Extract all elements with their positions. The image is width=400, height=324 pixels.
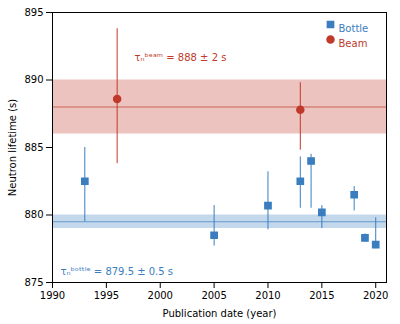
svg-text:890: 890 — [24, 74, 43, 85]
svg-text:875: 875 — [24, 277, 43, 288]
svg-text:1990: 1990 — [40, 290, 65, 301]
svg-text:2020: 2020 — [363, 290, 388, 301]
svg-text:τₙᵇᵉᵃᵐ = 888 ± 2 s: τₙᵇᵉᵃᵐ = 888 ± 2 s — [135, 52, 227, 63]
svg-text:Publication date (year): Publication date (year) — [163, 308, 277, 319]
svg-text:2010: 2010 — [255, 290, 280, 301]
svg-text:2005: 2005 — [201, 290, 226, 301]
svg-text:Bottle: Bottle — [339, 23, 369, 34]
svg-text:895: 895 — [24, 7, 43, 18]
svg-text:1995: 1995 — [94, 290, 119, 301]
svg-text:Beam: Beam — [339, 38, 368, 49]
svg-text:τₙᵇᵒᵗᵗˡᵉ = 879.5 ± 0.5 s: τₙᵇᵒᵗᵗˡᵉ = 879.5 ± 0.5 s — [61, 266, 174, 277]
svg-text:885: 885 — [24, 142, 43, 153]
svg-text:2000: 2000 — [148, 290, 173, 301]
svg-text:2015: 2015 — [309, 290, 334, 301]
svg-text:880: 880 — [24, 209, 43, 220]
svg-text:Neutron lifetime (s): Neutron lifetime (s) — [7, 99, 18, 197]
